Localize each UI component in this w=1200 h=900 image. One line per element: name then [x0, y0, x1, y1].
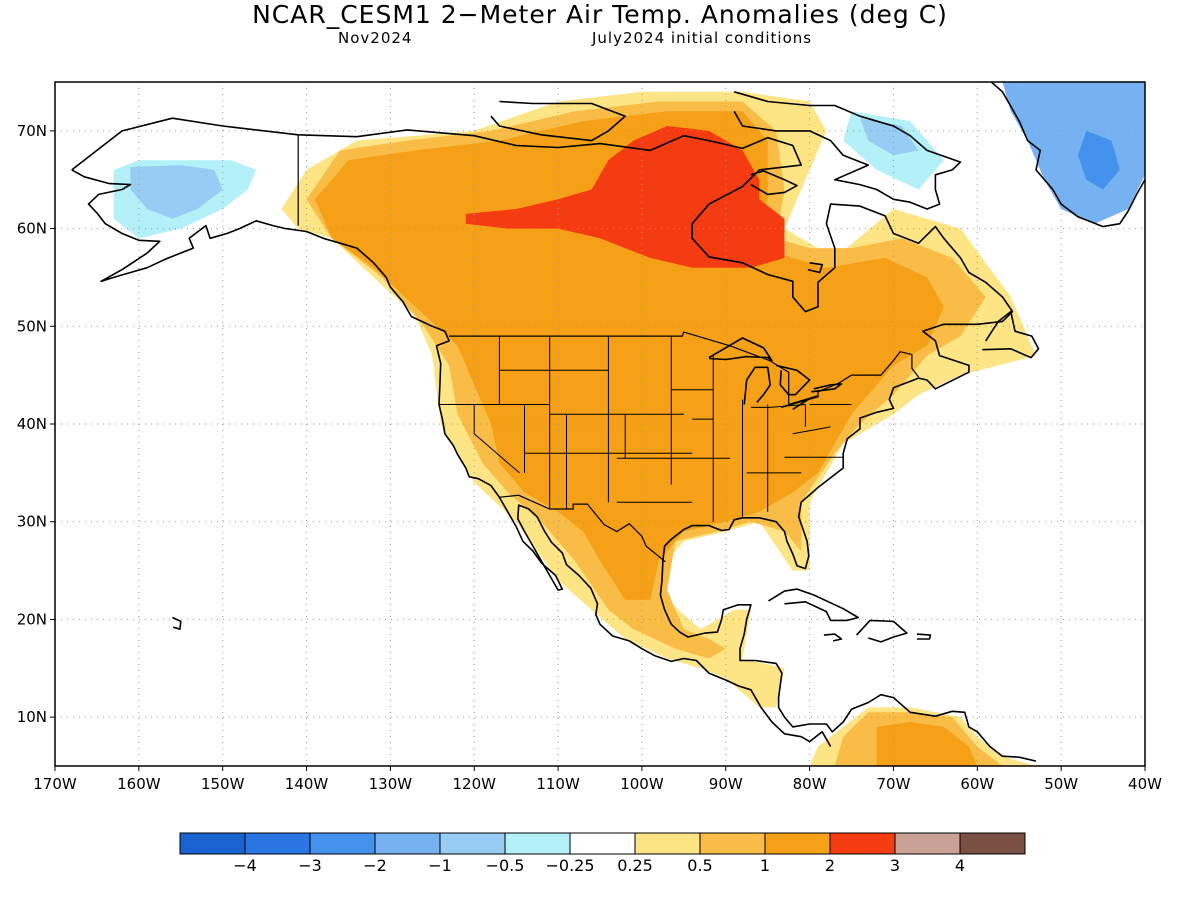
political-borders	[297, 134, 920, 563]
colorbar-swatch	[504, 832, 571, 855]
lon-tick-label: 130W	[369, 775, 413, 793]
colorbar-swatch	[634, 832, 701, 855]
colorbar-label: 3	[890, 856, 900, 875]
state-boundary	[473, 404, 520, 474]
colorbar-label: 2	[825, 856, 835, 875]
lon-tick-label: 170W	[33, 775, 77, 793]
anomaly-greenland-cool-core	[1077, 130, 1120, 190]
anomaly-shading	[113, 82, 1145, 766]
anomaly-baffin-cool-core	[859, 118, 919, 156]
lat-lon-gridlines	[55, 82, 1145, 766]
colorbar-label: 1	[760, 856, 770, 875]
coastline-hawaii	[172, 616, 182, 631]
coastline-greenland	[990, 82, 1145, 228]
coastline-great-lakes-superior	[708, 337, 773, 362]
lon-tick-label: 150W	[201, 775, 245, 793]
anomaly-sa-orange2	[876, 722, 978, 766]
lat-tick-label: 60N	[17, 220, 47, 238]
colorbar-swatch	[374, 832, 441, 855]
lon-tick-label: 90W	[709, 775, 743, 793]
state-boundary	[750, 404, 806, 408]
anomaly-na-orange2	[314, 111, 944, 600]
coastline-cuba	[768, 588, 860, 622]
lat-tick-label: 20N	[17, 610, 47, 628]
coastline-pacific-coast	[71, 169, 832, 747]
lon-tick-label: 40W	[1128, 775, 1162, 793]
coastlines	[71, 82, 1145, 762]
lon-tick-label: 110W	[536, 775, 580, 793]
us-mexico-border	[498, 494, 666, 563]
lat-tick-label: 50N	[17, 317, 47, 335]
colorbar-swatch	[894, 832, 961, 855]
anomaly-greenland-cool	[1002, 82, 1145, 224]
colorbar-label: −4	[233, 856, 257, 875]
colorbar-swatch	[829, 832, 896, 855]
lon-tick-label: 50W	[1044, 775, 1078, 793]
lon-tick-label: 160W	[117, 775, 161, 793]
longitude-axis: 170W 160W 150W 140W 130W 120W 110W 100W 90W 80W 70…	[33, 766, 1162, 793]
coastline-jamaica	[823, 633, 843, 642]
coastline-hispaniola	[856, 619, 908, 643]
colorbar-label: −0.5	[486, 856, 525, 875]
colorbar-label: 0.25	[617, 856, 653, 875]
latitude-axis: 70N 60N 50N 40N 30N 20N 10N	[17, 122, 55, 726]
coastline-great-lakes-michigan-huron	[743, 366, 772, 405]
colorbar-swatch	[244, 832, 311, 855]
lat-tick-label: 10N	[17, 708, 47, 726]
colorbar-label: −1	[428, 856, 452, 875]
coastline-great-lakes-huron	[775, 364, 811, 396]
lon-tick-label: 100W	[620, 775, 664, 793]
colorbar-label: −0.25	[545, 856, 594, 875]
colorbar-swatch	[764, 832, 831, 855]
colorbar-label: −2	[363, 856, 387, 875]
lon-tick-label: 140W	[285, 775, 329, 793]
lat-tick-label: 30N	[17, 513, 47, 531]
colorbar-label: −3	[298, 856, 322, 875]
coastline-great-lakes-ontario	[811, 383, 843, 393]
colorbar-swatch	[439, 832, 506, 855]
colorbar: −4 −3 −2 −1 −0.5 −0.25 0.25 0.5 1 2 3 4	[179, 832, 1026, 875]
lon-tick-label: 70W	[877, 775, 911, 793]
coastline-newfoundland	[982, 310, 1040, 359]
coastline-southampton-island	[750, 170, 798, 196]
lon-tick-label: 80W	[793, 775, 827, 793]
initial-conditions-label: July2024 initial conditions	[592, 29, 813, 47]
lon-tick-label: 60W	[960, 775, 994, 793]
lat-tick-label: 40N	[17, 415, 47, 433]
colorbar-swatch	[699, 832, 766, 855]
anomaly-alaska-cool-core	[130, 165, 223, 219]
lon-tick-label: 120W	[452, 775, 496, 793]
coastline-hudson-bay-islands	[807, 262, 824, 274]
colorbar-swatch	[569, 832, 636, 855]
colorbar-label: 0.5	[687, 856, 712, 875]
coastline-puerto-rico	[916, 633, 932, 640]
colorbar-swatch	[309, 832, 376, 855]
colorbar-label: 4	[955, 856, 965, 875]
state-boundary	[792, 426, 831, 435]
coastline-victoria-island	[490, 100, 627, 142]
coastline-baffin-island	[733, 91, 962, 210]
anomaly-canada-hot	[465, 126, 785, 268]
coastline-north-america	[71, 117, 1037, 762]
colorbar-swatch	[959, 832, 1026, 855]
forecast-month: Nov2024	[338, 29, 413, 47]
map-title: NCAR_CESM1 2−Meter Air Temp. Anomalies (…	[252, 0, 948, 29]
lat-tick-label: 70N	[17, 122, 47, 140]
coastline-great-lakes-erie	[780, 395, 819, 410]
colorbar-swatch	[179, 832, 246, 855]
us-canada-border	[449, 331, 920, 406]
